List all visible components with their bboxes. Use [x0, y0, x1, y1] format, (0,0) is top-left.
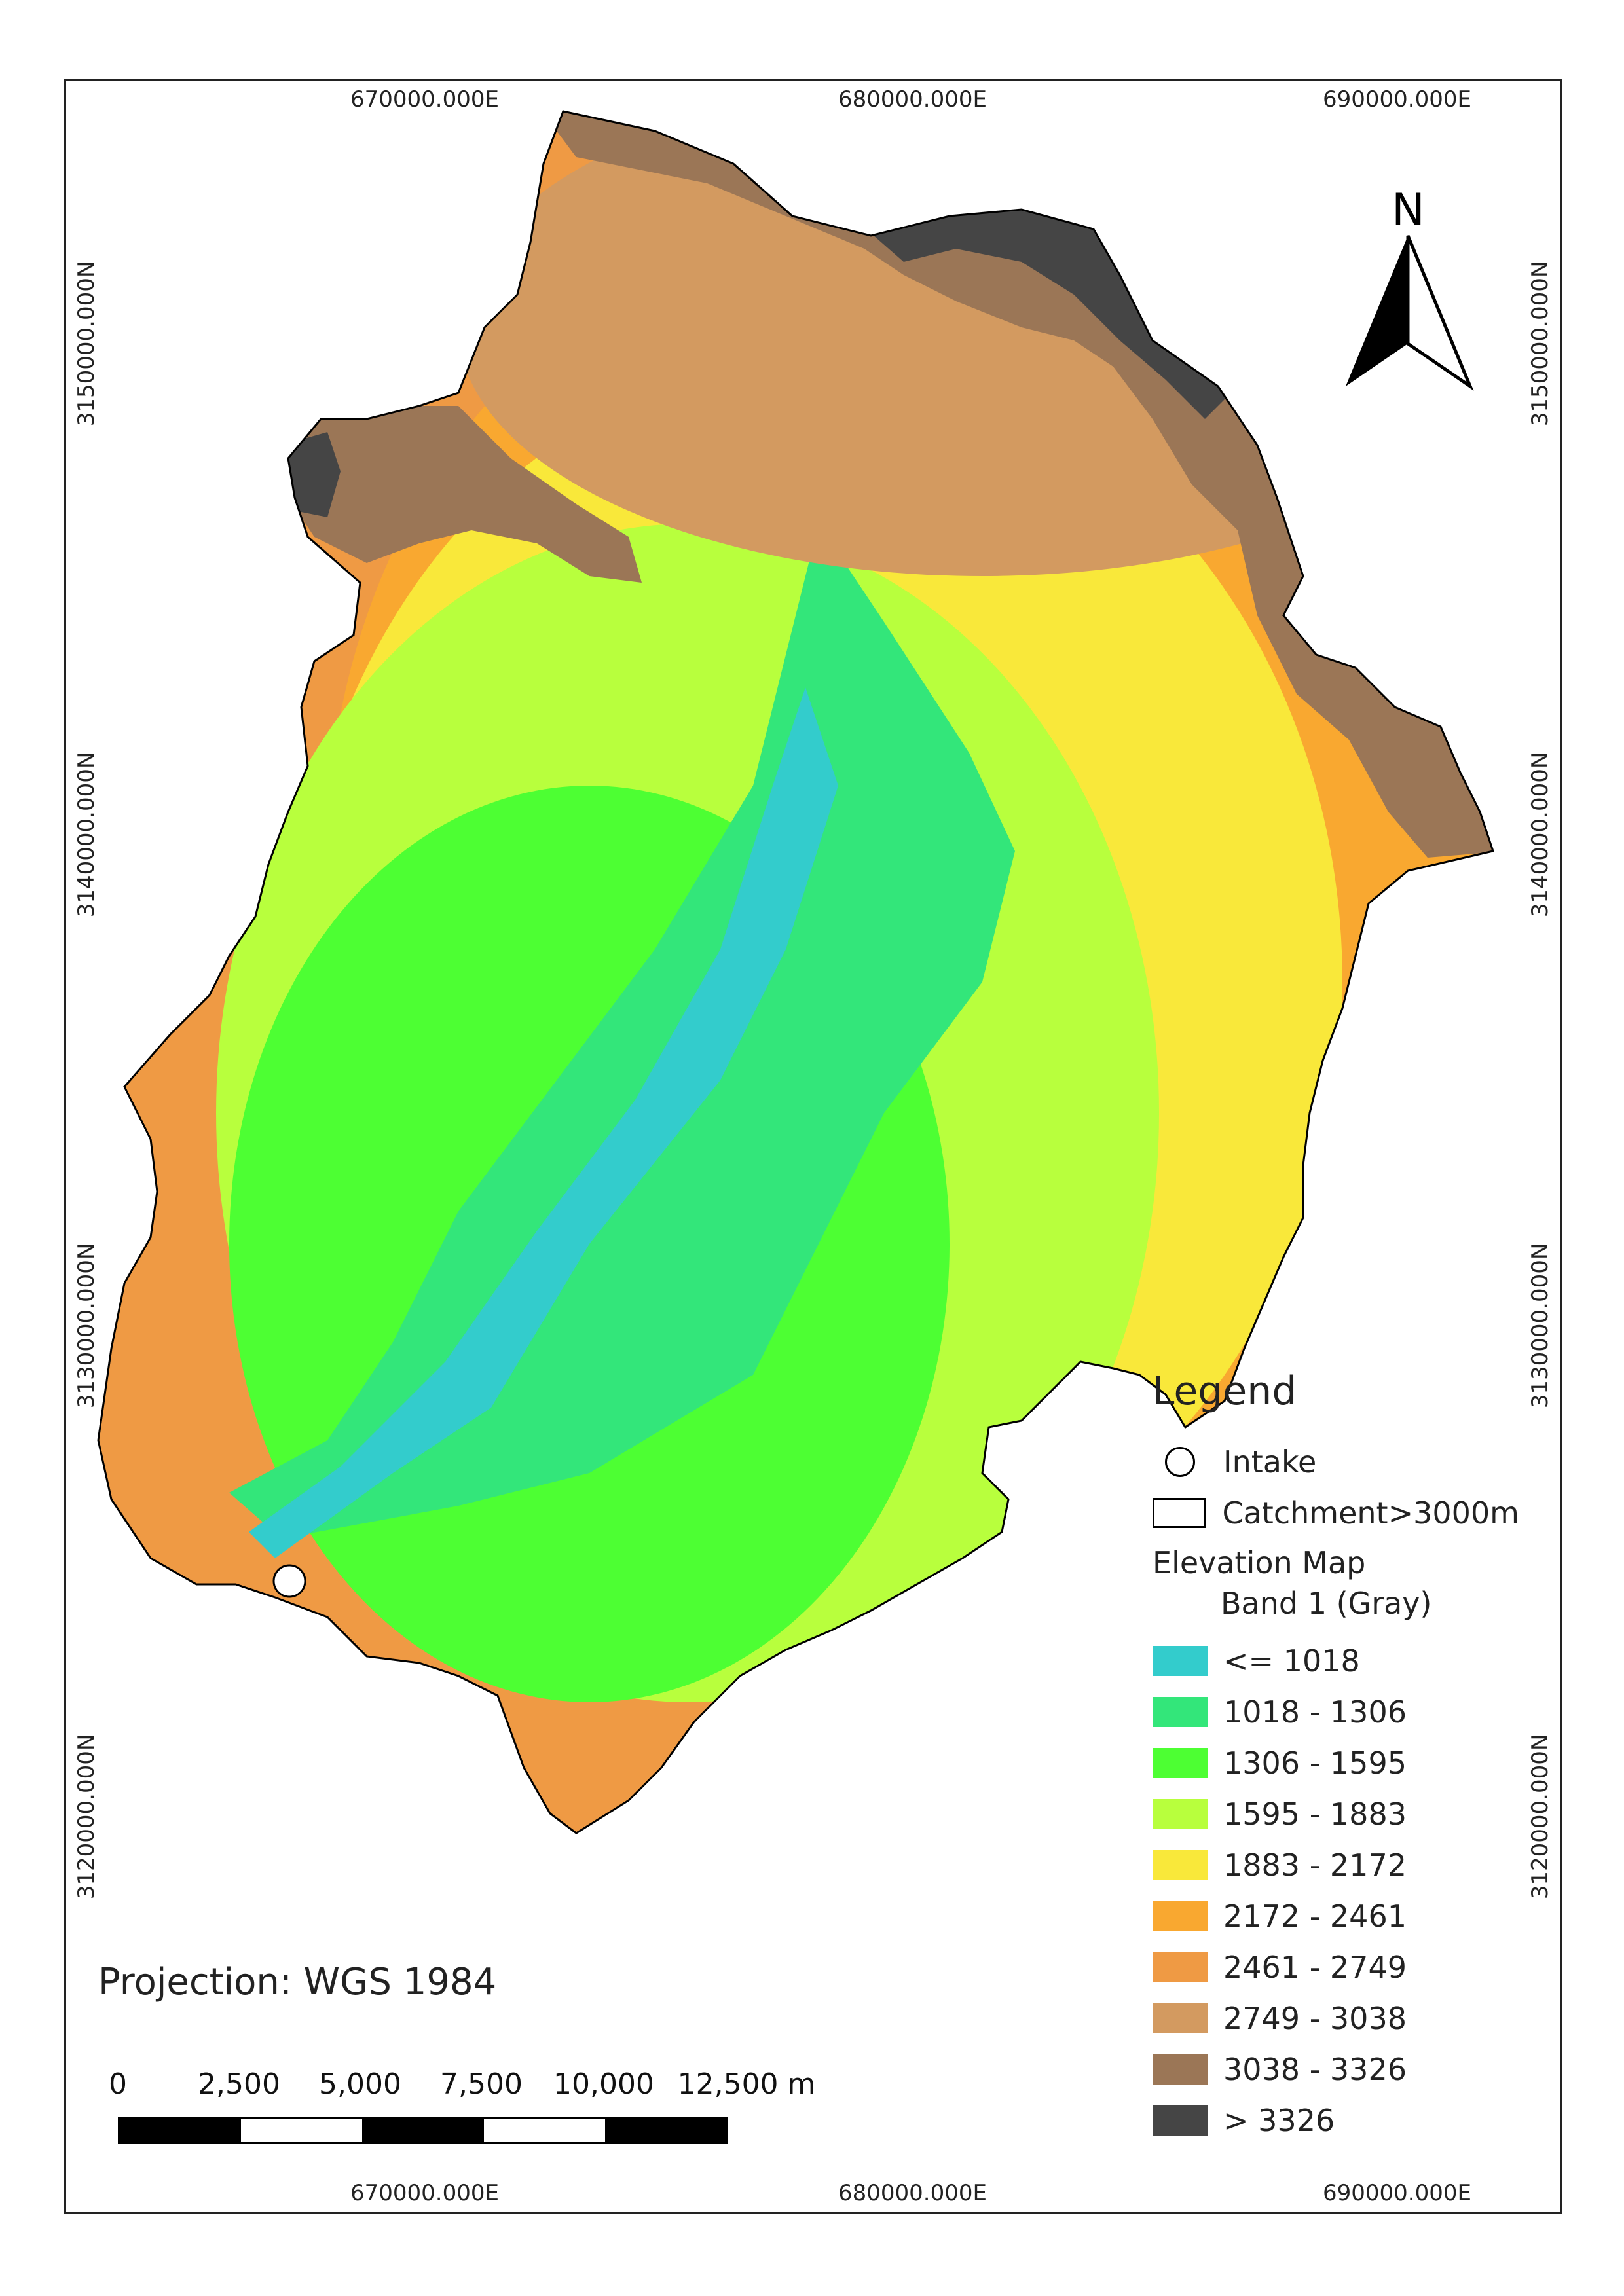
legend-class-row: 1883 - 2172 [1153, 1840, 1519, 1891]
y-label-right: 3150000.000N [1527, 261, 1553, 427]
intake-symbol-icon [1165, 1447, 1195, 1477]
legend-class-label: > 3326 [1223, 2103, 1335, 2138]
legend-class-label: 1018 - 1306 [1223, 1694, 1407, 1730]
legend-class-label: 2749 - 3038 [1223, 2001, 1407, 2036]
projection-label: Projection: WGS 1984 [98, 1961, 497, 2003]
legend-title: Legend [1153, 1368, 1297, 1414]
legend-catchment-label: Catchment>3000m [1222, 1495, 1519, 1531]
north-label: N [1392, 185, 1425, 236]
legend: Legend Intake Catchment>3000m Elevation … [1153, 1368, 1519, 2146]
legend-catchment: Catchment>3000m [1153, 1487, 1519, 1539]
catchment-symbol-icon [1153, 1498, 1207, 1528]
x-label-bottom: 670000.000E [350, 2180, 499, 2206]
y-label-right: 3130000.000N [1527, 1243, 1553, 1409]
y-label-left: 3140000.000N [73, 752, 100, 918]
x-label-bottom: 680000.000E [838, 2180, 987, 2206]
legend-class-row: > 3326 [1153, 2095, 1519, 2146]
legend-elevation-title: Elevation Map [1153, 1545, 1366, 1580]
legend-class-swatch [1153, 2054, 1208, 2085]
legend-class-label: 3038 - 3326 [1223, 2052, 1407, 2087]
y-label-left: 3130000.000N [73, 1243, 100, 1409]
legend-class-row: 3038 - 3326 [1153, 2044, 1519, 2095]
scale-label: 10,000 [553, 2068, 654, 2101]
elev-band-3038-3326-w [275, 406, 642, 583]
legend-class-row: <= 1018 [1153, 1635, 1519, 1686]
legend-class-swatch [1153, 1697, 1208, 1727]
legend-class-row: 1595 - 1883 [1153, 1789, 1519, 1840]
legend-class-row: 1306 - 1595 [1153, 1738, 1519, 1789]
legend-classes: <= 1018 1018 - 1306 1306 - 1595 1595 - 1883… [1153, 1635, 1519, 2146]
elev-band-gt-3326-w [282, 432, 341, 517]
x-label-top: 690000.000E [1323, 86, 1471, 113]
north-arrow-icon [1346, 235, 1474, 391]
legend-class-row: 1018 - 1306 [1153, 1686, 1519, 1738]
scale-label: 12,500 m [677, 2068, 816, 2101]
legend-class-swatch [1153, 1748, 1208, 1778]
legend-class-row: 2749 - 3038 [1153, 1993, 1519, 2044]
x-label-top: 670000.000E [350, 86, 499, 113]
legend-class-label: 2172 - 2461 [1223, 1899, 1407, 1934]
legend-class-label: <= 1018 [1223, 1643, 1360, 1679]
legend-class-row: 2172 - 2461 [1153, 1891, 1519, 1942]
legend-class-swatch [1153, 2003, 1208, 2033]
y-label-right: 3120000.000N [1527, 1734, 1553, 1900]
x-label-top: 680000.000E [838, 86, 987, 113]
legend-class-label: 2461 - 2749 [1223, 1950, 1407, 1985]
scale-label: 7,500 [440, 2068, 523, 2101]
scale-label: 2,500 [198, 2068, 280, 2101]
elev-band-le-1018 [249, 687, 838, 1558]
scale-bar [118, 2117, 728, 2144]
legend-class-label: 1306 - 1595 [1223, 1745, 1407, 1781]
legend-class-swatch [1153, 1850, 1208, 1880]
y-label-left: 3150000.000N [73, 261, 100, 427]
legend-class-label: 1883 - 2172 [1223, 1848, 1407, 1883]
legend-class-swatch [1153, 1646, 1208, 1676]
legend-band-label: Band 1 (Gray) [1221, 1586, 1432, 1621]
legend-class-swatch [1153, 1799, 1208, 1829]
legend-class-swatch [1153, 1952, 1208, 1982]
intake-point [272, 1564, 306, 1598]
legend-intake-label: Intake [1223, 1444, 1317, 1480]
map-frame [64, 79, 1562, 2214]
legend-class-label: 1595 - 1883 [1223, 1796, 1407, 1832]
scale-label: 0 [109, 2068, 127, 2101]
legend-class-row: 2461 - 2749 [1153, 1942, 1519, 1993]
y-label-left: 3120000.000N [73, 1734, 100, 1900]
legend-class-swatch [1153, 2105, 1208, 2136]
legend-intake: Intake [1153, 1436, 1519, 1487]
scale-label: 5,000 [319, 2068, 401, 2101]
legend-class-swatch [1153, 1901, 1208, 1931]
x-label-bottom: 690000.000E [1323, 2180, 1471, 2206]
y-label-right: 3140000.000N [1527, 752, 1553, 918]
